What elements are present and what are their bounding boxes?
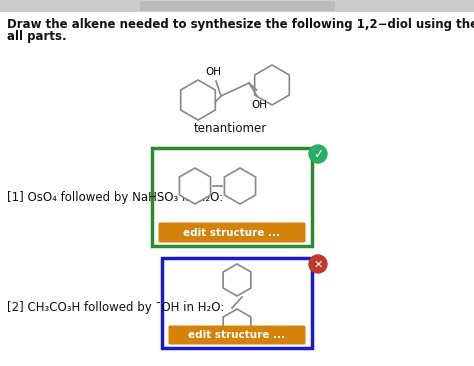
Text: ✕: ✕ <box>313 260 323 270</box>
Text: ✓: ✓ <box>313 149 323 161</box>
Bar <box>0 0 474 12</box>
Polygon shape <box>224 168 255 204</box>
Bar <box>140 1 335 11</box>
Polygon shape <box>180 168 210 204</box>
Text: OH: OH <box>251 100 267 110</box>
Text: [2] CH₃CO₃H followed by ¯OH in H₂O:: [2] CH₃CO₃H followed by ¯OH in H₂O: <box>7 300 224 314</box>
Polygon shape <box>255 65 289 105</box>
Text: tenantiomer: tenantiomer <box>193 122 266 135</box>
Circle shape <box>309 255 327 273</box>
Text: all parts.: all parts. <box>7 30 67 43</box>
FancyBboxPatch shape <box>168 325 306 344</box>
Text: Draw the alkene needed to synthesize the following 1,2−diol using the given reag: Draw the alkene needed to synthesize the… <box>7 18 474 31</box>
Polygon shape <box>181 80 215 120</box>
FancyBboxPatch shape <box>158 223 306 243</box>
Text: OH: OH <box>205 67 221 77</box>
Circle shape <box>309 145 327 163</box>
FancyBboxPatch shape <box>162 258 312 348</box>
Text: edit structure ...: edit structure ... <box>189 330 285 340</box>
FancyBboxPatch shape <box>152 148 312 246</box>
Polygon shape <box>223 309 251 341</box>
Text: edit structure ...: edit structure ... <box>183 228 281 238</box>
Text: [1] OsO₄ followed by NaHSO₃ in H₂O:: [1] OsO₄ followed by NaHSO₃ in H₂O: <box>7 190 223 203</box>
Polygon shape <box>223 264 251 296</box>
